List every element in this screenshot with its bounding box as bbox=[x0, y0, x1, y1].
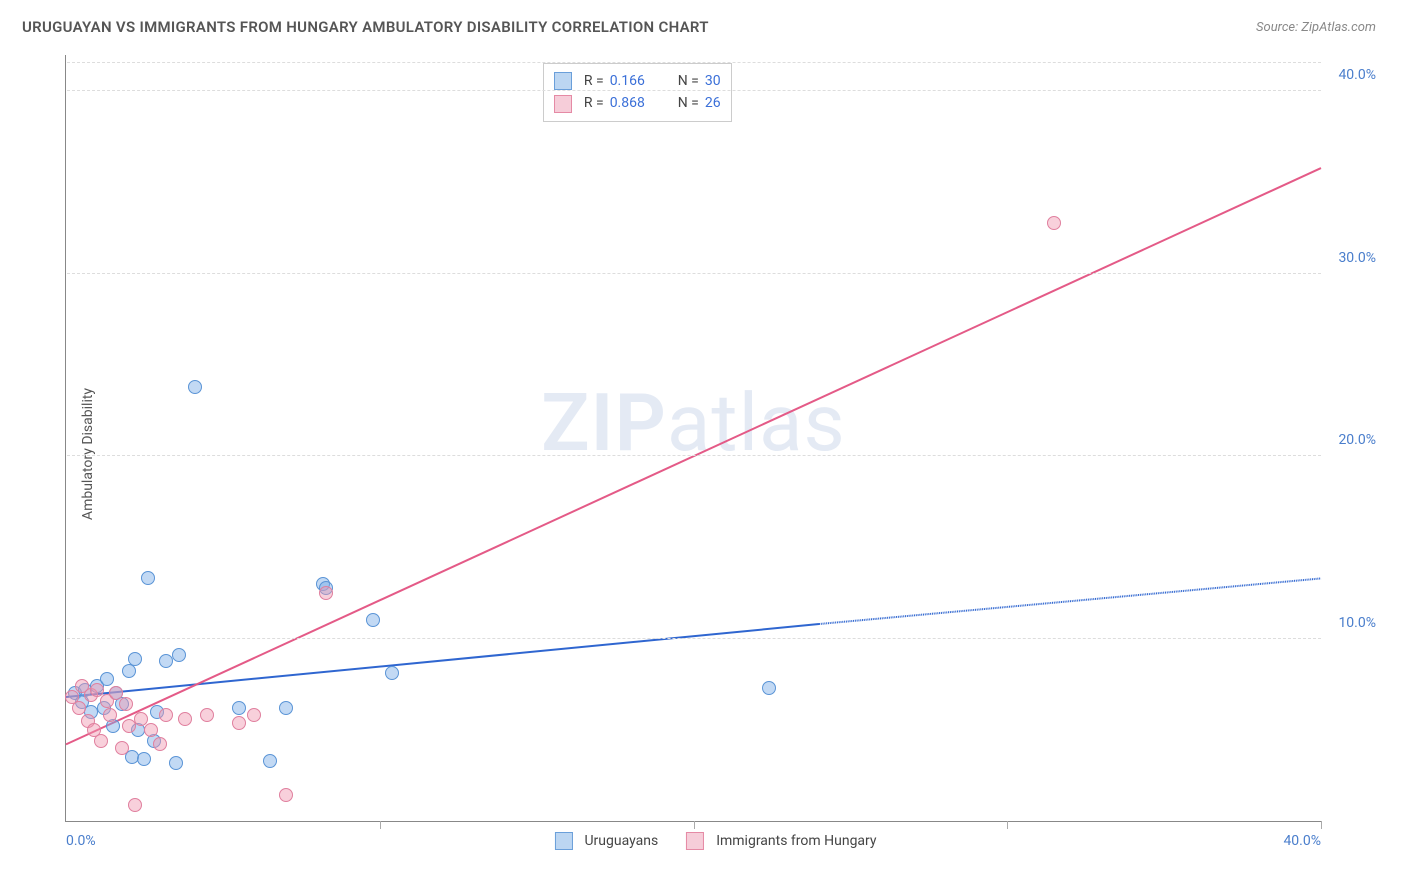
data-point bbox=[128, 798, 142, 812]
x-tick bbox=[1321, 821, 1322, 829]
r-value: 0.868 bbox=[610, 92, 658, 114]
data-point bbox=[103, 708, 117, 722]
data-point bbox=[122, 664, 136, 678]
data-point bbox=[263, 754, 277, 768]
gridline-h bbox=[67, 638, 1321, 639]
data-point bbox=[169, 756, 183, 770]
stats-legend: R = 0.166 N = 30 R = 0.868 N = 26 bbox=[543, 63, 732, 122]
x-tick bbox=[694, 821, 695, 829]
n-label: N = bbox=[678, 70, 699, 92]
legend-swatch bbox=[554, 832, 572, 850]
y-tick-label: 10.0% bbox=[1338, 615, 1376, 631]
legend-swatch bbox=[686, 832, 704, 850]
data-point bbox=[1047, 216, 1061, 230]
stats-legend-row: R = 0.868 N = 26 bbox=[554, 92, 721, 114]
y-tick-label: 30.0% bbox=[1338, 250, 1376, 266]
source-label: Source: ZipAtlas.com bbox=[1256, 20, 1376, 35]
x-tick-label: 40.0% bbox=[1283, 833, 1321, 849]
data-point bbox=[122, 719, 136, 733]
stats-legend-row: R = 0.166 N = 30 bbox=[554, 70, 721, 92]
n-value: 30 bbox=[705, 70, 721, 92]
data-point bbox=[119, 697, 133, 711]
legend-label: Uruguayans bbox=[584, 833, 658, 849]
n-value: 26 bbox=[705, 92, 721, 114]
gridline-h bbox=[67, 455, 1321, 456]
data-point bbox=[188, 380, 202, 394]
data-point bbox=[159, 708, 173, 722]
gridline-h bbox=[67, 62, 1321, 63]
data-point bbox=[319, 586, 333, 600]
legend-item: Uruguayans bbox=[554, 832, 658, 850]
x-tick-label: 0.0% bbox=[66, 833, 96, 849]
data-point bbox=[72, 701, 86, 715]
r-value: 0.166 bbox=[610, 70, 658, 92]
y-tick-label: 20.0% bbox=[1338, 432, 1376, 448]
data-point bbox=[128, 652, 142, 666]
regression-lines bbox=[66, 55, 1321, 821]
data-point bbox=[247, 708, 261, 722]
legend-swatch bbox=[554, 95, 572, 113]
data-point bbox=[178, 712, 192, 726]
gridline-h bbox=[67, 90, 1321, 91]
legend-label: Immigrants from Hungary bbox=[716, 833, 876, 849]
plot-region: ZIPatlas R = 0.166N = 30R = 0.868N = 26 … bbox=[65, 55, 1321, 822]
data-point bbox=[94, 734, 108, 748]
data-point bbox=[385, 666, 399, 680]
data-point bbox=[153, 737, 167, 751]
legend-item: Immigrants from Hungary bbox=[686, 832, 876, 850]
data-point bbox=[279, 788, 293, 802]
data-point bbox=[232, 701, 246, 715]
gridline-h bbox=[67, 273, 1321, 274]
chart-area: Ambulatory Disability ZIPatlas R = 0.166… bbox=[50, 55, 1381, 852]
data-point bbox=[366, 613, 380, 627]
data-point bbox=[115, 741, 129, 755]
n-label: N = bbox=[678, 92, 699, 114]
r-label: R = bbox=[584, 92, 604, 114]
data-point bbox=[762, 681, 776, 695]
legend-swatch bbox=[554, 72, 572, 90]
data-point bbox=[144, 723, 158, 737]
x-tick bbox=[380, 821, 381, 829]
chart-title: URUGUAYAN VS IMMIGRANTS FROM HUNGARY AMB… bbox=[22, 18, 709, 36]
data-point bbox=[172, 648, 186, 662]
data-point bbox=[279, 701, 293, 715]
r-label: R = bbox=[584, 70, 604, 92]
series-legend: Uruguayans Immigrants from Hungary bbox=[554, 832, 876, 850]
data-point bbox=[232, 716, 246, 730]
y-tick-label: 40.0% bbox=[1338, 67, 1376, 83]
data-point bbox=[141, 571, 155, 585]
x-tick bbox=[1007, 821, 1008, 829]
data-point bbox=[200, 708, 214, 722]
data-point bbox=[137, 752, 151, 766]
